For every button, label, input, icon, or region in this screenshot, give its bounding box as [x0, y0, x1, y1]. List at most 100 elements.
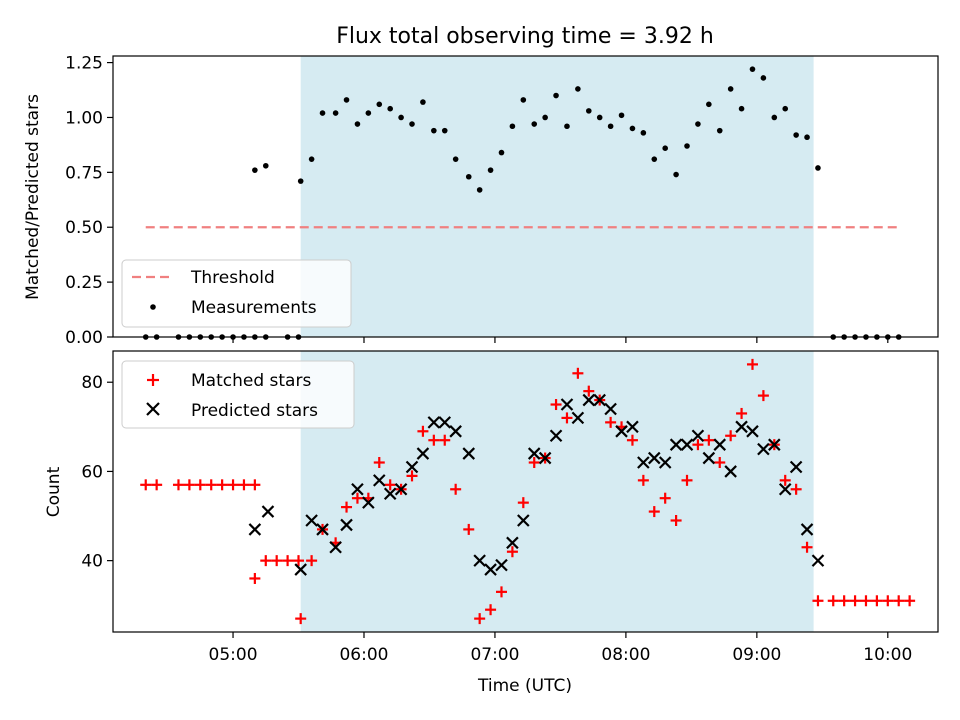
matched-star-point [572, 367, 584, 379]
measurement-point [575, 86, 581, 92]
x-tick-label: 09:00 [732, 645, 781, 665]
bottom-y-tick-label: 40 [81, 552, 103, 572]
measurement-point [596, 114, 603, 121]
legend-predicted-swatch [146, 402, 160, 416]
predicted-star-point [746, 425, 759, 438]
measurement-point [782, 105, 789, 112]
top-y-tick-label: 0.25 [65, 273, 103, 293]
measurement-point [749, 66, 756, 72]
predicted-star-point [582, 393, 596, 407]
predicted-star-point [416, 447, 430, 460]
predicted-star-point [294, 563, 307, 576]
predicted-star-point [724, 465, 737, 478]
matched-star-point [249, 479, 261, 491]
x-axis-label: Time (UTC) [477, 676, 572, 696]
legend-measurements-label: Measurements [191, 298, 317, 318]
legend-measurements-swatch [150, 304, 156, 310]
measurement-point [793, 132, 799, 138]
predicted-star-point [811, 554, 825, 567]
top-panel: 0.00 0.25 0.50 0.75 1.00 1.25 Matched/Predict… [23, 54, 939, 348]
matched-star-point [506, 546, 518, 558]
top-y-tick-label: 1.25 [65, 54, 103, 74]
x-tick-label: 06:00 [339, 645, 388, 665]
matched-star-point [849, 595, 861, 607]
bottom-y-axis-label: Count [44, 466, 64, 517]
matched-star-point [736, 407, 748, 419]
measurement-point [815, 165, 821, 171]
matched-star-point [904, 595, 916, 607]
predicted-star-point [702, 451, 716, 465]
measurement-point [297, 178, 304, 184]
measurement-point [629, 125, 636, 132]
matched-star-point [517, 497, 529, 509]
measurement-point [618, 112, 625, 119]
measurement-point [684, 143, 690, 149]
measurement-point [308, 156, 315, 162]
matched-star-point [428, 434, 440, 446]
measurement-point [651, 156, 658, 162]
matched-star-point [757, 390, 769, 402]
predicted-star-point [394, 482, 408, 496]
predicted-star-point [527, 447, 541, 460]
predicted-star-point [669, 438, 683, 451]
matched-star-point [637, 474, 649, 486]
matched-star-point [550, 399, 562, 411]
predicted-star-point [560, 398, 574, 411]
matched-star-point [670, 514, 682, 526]
predicted-star-point [405, 460, 419, 474]
matched-star-point [450, 483, 462, 495]
predicted-star-point [713, 438, 727, 451]
matched-star-point [725, 430, 737, 442]
measurement-point [431, 127, 437, 134]
measurement-point [542, 114, 548, 121]
measurement-point [398, 114, 404, 121]
top-y-tick-label: 0.50 [65, 218, 103, 238]
matched-star-point [812, 595, 824, 607]
predicted-star-point [571, 411, 585, 425]
legend-threshold-label: Threshold [190, 268, 275, 288]
predicted-star-point [340, 518, 353, 532]
matched-star-point [227, 479, 239, 491]
measurement-point [804, 134, 810, 141]
predicted-star-point [462, 447, 476, 460]
predicted-star-point [735, 420, 748, 434]
matched-star-point [417, 425, 429, 437]
top-shaded-region [300, 56, 814, 337]
matched-star-point [746, 358, 758, 370]
matched-star-point [295, 613, 307, 625]
matched-star-point [561, 412, 573, 424]
matched-star-point [282, 555, 294, 567]
predicted-star-point [800, 523, 814, 536]
legend-predicted-label: Predicted stars [191, 401, 318, 421]
measurement-point [727, 86, 734, 92]
measurement-point [441, 127, 448, 134]
top-y-tick-label: 0.75 [65, 163, 103, 183]
matched-star-point [648, 506, 660, 518]
measurement-point [760, 75, 767, 81]
matched-star-point [439, 434, 451, 446]
matched-star-point [238, 479, 250, 491]
predicted-star-point [362, 496, 375, 509]
predicted-star-point [438, 416, 452, 429]
predicted-star-point [691, 429, 705, 443]
measurement-point [771, 114, 778, 121]
measurement-point [354, 121, 361, 127]
predicted-star-points [248, 393, 825, 576]
predicted-star-point [449, 425, 462, 438]
measurement-point [738, 105, 745, 112]
measurement-point [498, 149, 505, 156]
matched-star-point [406, 470, 418, 482]
matched-star-point [341, 501, 353, 513]
matched-star-point [681, 474, 693, 486]
matched-star-point [249, 572, 261, 584]
predicted-star-point [680, 438, 694, 451]
predicted-star-point [658, 456, 672, 469]
top-axes-frame [112, 55, 939, 338]
measurement-point [387, 105, 393, 112]
predicted-star-point [593, 393, 606, 407]
matched-star-point [151, 479, 163, 491]
predicted-star-point [261, 505, 275, 518]
bottom-y-tick-label: 80 [81, 373, 103, 393]
matched-star-point [703, 434, 715, 446]
matched-star-point [779, 474, 791, 486]
